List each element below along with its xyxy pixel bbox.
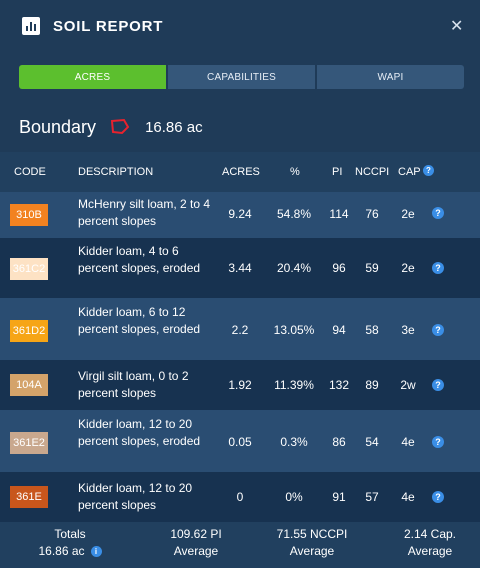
- totals-pi-sub: Average: [173, 544, 219, 558]
- soil-cap: 2w: [400, 378, 416, 392]
- col-percent: %: [290, 166, 300, 178]
- boundary-summary: Boundary 16.86 ac: [19, 114, 203, 140]
- soil-nccpi: 59: [365, 261, 379, 275]
- soil-cap: 4e: [401, 490, 415, 504]
- cap-help-icon[interactable]: ?: [423, 165, 434, 176]
- row-help-icon[interactable]: ?: [432, 436, 444, 448]
- soil-acres: 3.44: [228, 261, 252, 275]
- soil-acres: 1.92: [228, 378, 252, 392]
- soil-pi: 114: [329, 207, 349, 221]
- soil-pi: 86: [332, 435, 346, 449]
- soil-cap: 2e: [401, 207, 415, 221]
- col-cap: CAP: [398, 166, 421, 178]
- col-nccpi: NCCPI: [355, 166, 390, 178]
- soil-code-swatch: 361D2: [10, 320, 48, 342]
- soil-cap: 3e: [401, 323, 415, 337]
- soil-percent: 11.39%: [274, 378, 314, 392]
- soil-code-swatch: 361E: [10, 486, 48, 508]
- row-help-icon[interactable]: ?: [432, 491, 444, 503]
- soil-code-swatch: 361C2: [10, 258, 48, 280]
- table-header: CODE DESCRIPTION ACRES % PI NCCPI CAP ?: [0, 152, 480, 192]
- totals-nccpi-sub: Average: [289, 544, 335, 558]
- soil-cap: 4e: [401, 435, 415, 449]
- soil-acres: 0: [236, 490, 244, 504]
- soil-pi: 94: [332, 323, 346, 337]
- totals-label: Totals: [54, 527, 86, 541]
- soil-percent: 0%: [285, 490, 303, 504]
- soil-acres: 0.05: [228, 435, 252, 449]
- table-row[interactable]: 361D2 Kidder loam, 6 to 12 percent slope…: [0, 298, 480, 360]
- soil-nccpi: 58: [365, 323, 379, 337]
- tab-capabilities[interactable]: CAPABILITIES: [168, 65, 315, 89]
- row-help-icon[interactable]: ?: [432, 379, 444, 391]
- totals-acres: 16.86 ac: [38, 544, 85, 558]
- soil-description: Kidder loam, 6 to 12 percent slopes, ero…: [78, 305, 201, 336]
- table-row[interactable]: 361E Kidder loam, 12 to 20 percent slope…: [0, 472, 480, 522]
- soil-acres: 2.2: [231, 323, 249, 337]
- soil-cap: 2e: [401, 261, 415, 275]
- soil-nccpi: 54: [365, 435, 379, 449]
- col-acres: ACRES: [222, 166, 260, 178]
- soil-nccpi: 57: [365, 490, 379, 504]
- soil-code-swatch: 361E2: [10, 432, 48, 454]
- tab-acres[interactable]: ACRES: [19, 65, 166, 89]
- soil-description: McHenry silt loam, 2 to 4 percent slopes: [78, 197, 211, 228]
- soil-pi: 91: [332, 490, 346, 504]
- panel-title: SOIL REPORT: [53, 18, 164, 35]
- totals-pi-cell: 109.62 PI Average: [146, 526, 246, 560]
- soil-nccpi: 89: [365, 378, 379, 392]
- table-row[interactable]: 310B McHenry silt loam, 2 to 4 percent s…: [0, 192, 480, 238]
- table-row[interactable]: 361C2 Kidder loam, 4 to 6 percent slopes…: [0, 238, 480, 298]
- soil-description: Kidder loam, 12 to 20 percent slopes: [78, 481, 193, 512]
- soil-percent: 0.3%: [280, 435, 308, 449]
- totals-cell: Totals 16.86 ac i: [20, 526, 120, 560]
- totals-nccpi-value: 71.55 NCCPI: [276, 527, 348, 541]
- row-help-icon[interactable]: ?: [432, 324, 444, 336]
- totals-info-icon[interactable]: i: [90, 546, 102, 558]
- boundary-acres: 16.86 ac: [145, 118, 203, 136]
- table-row[interactable]: 361E2 Kidder loam, 12 to 20 percent slop…: [0, 410, 480, 472]
- row-help-icon[interactable]: ?: [432, 262, 444, 274]
- totals-cap-value: 2.14 Cap.: [403, 527, 457, 541]
- bar-chart-icon: [22, 17, 40, 35]
- soil-nccpi: 76: [365, 207, 379, 221]
- col-pi: PI: [332, 166, 343, 178]
- soil-percent: 20.4%: [276, 261, 312, 275]
- row-help-icon[interactable]: ?: [432, 207, 444, 219]
- tab-wapi[interactable]: WAPI: [317, 65, 464, 89]
- close-icon[interactable]: ✕: [450, 18, 464, 35]
- soil-code-swatch: 104A: [10, 374, 48, 396]
- col-description: DESCRIPTION: [78, 166, 154, 178]
- totals-cap-sub: Average: [407, 544, 453, 558]
- soil-description: Virgil silt loam, 0 to 2 percent slopes: [78, 369, 189, 400]
- tab-bar: ACRES CAPABILITIES WAPI: [19, 65, 464, 89]
- table-row[interactable]: 104A Virgil silt loam, 0 to 2 percent sl…: [0, 360, 480, 410]
- totals-nccpi-cell: 71.55 NCCPI Average: [262, 526, 362, 560]
- soil-percent: 13.05%: [273, 323, 315, 337]
- totals-cap-cell: 2.14 Cap. Average: [380, 526, 480, 560]
- panel-header: SOIL REPORT ✕: [0, 0, 480, 52]
- soil-description: Kidder loam, 12 to 20 percent slopes, er…: [78, 417, 201, 448]
- soil-code-swatch: 310B: [10, 204, 48, 226]
- soil-percent: 54.8%: [276, 207, 312, 221]
- soil-pi: 132: [328, 378, 350, 392]
- soil-description: Kidder loam, 4 to 6 percent slopes, erod…: [78, 244, 201, 275]
- totals-row: Totals 16.86 ac i 109.62 PI Average 71.55…: [0, 522, 480, 568]
- boundary-shape-icon: [110, 118, 130, 135]
- soil-acres: 9.24: [228, 207, 252, 221]
- boundary-label: Boundary: [19, 116, 97, 137]
- totals-pi-value: 109.62 PI: [170, 527, 222, 541]
- soil-pi: 96: [332, 261, 346, 275]
- col-code: CODE: [14, 166, 46, 178]
